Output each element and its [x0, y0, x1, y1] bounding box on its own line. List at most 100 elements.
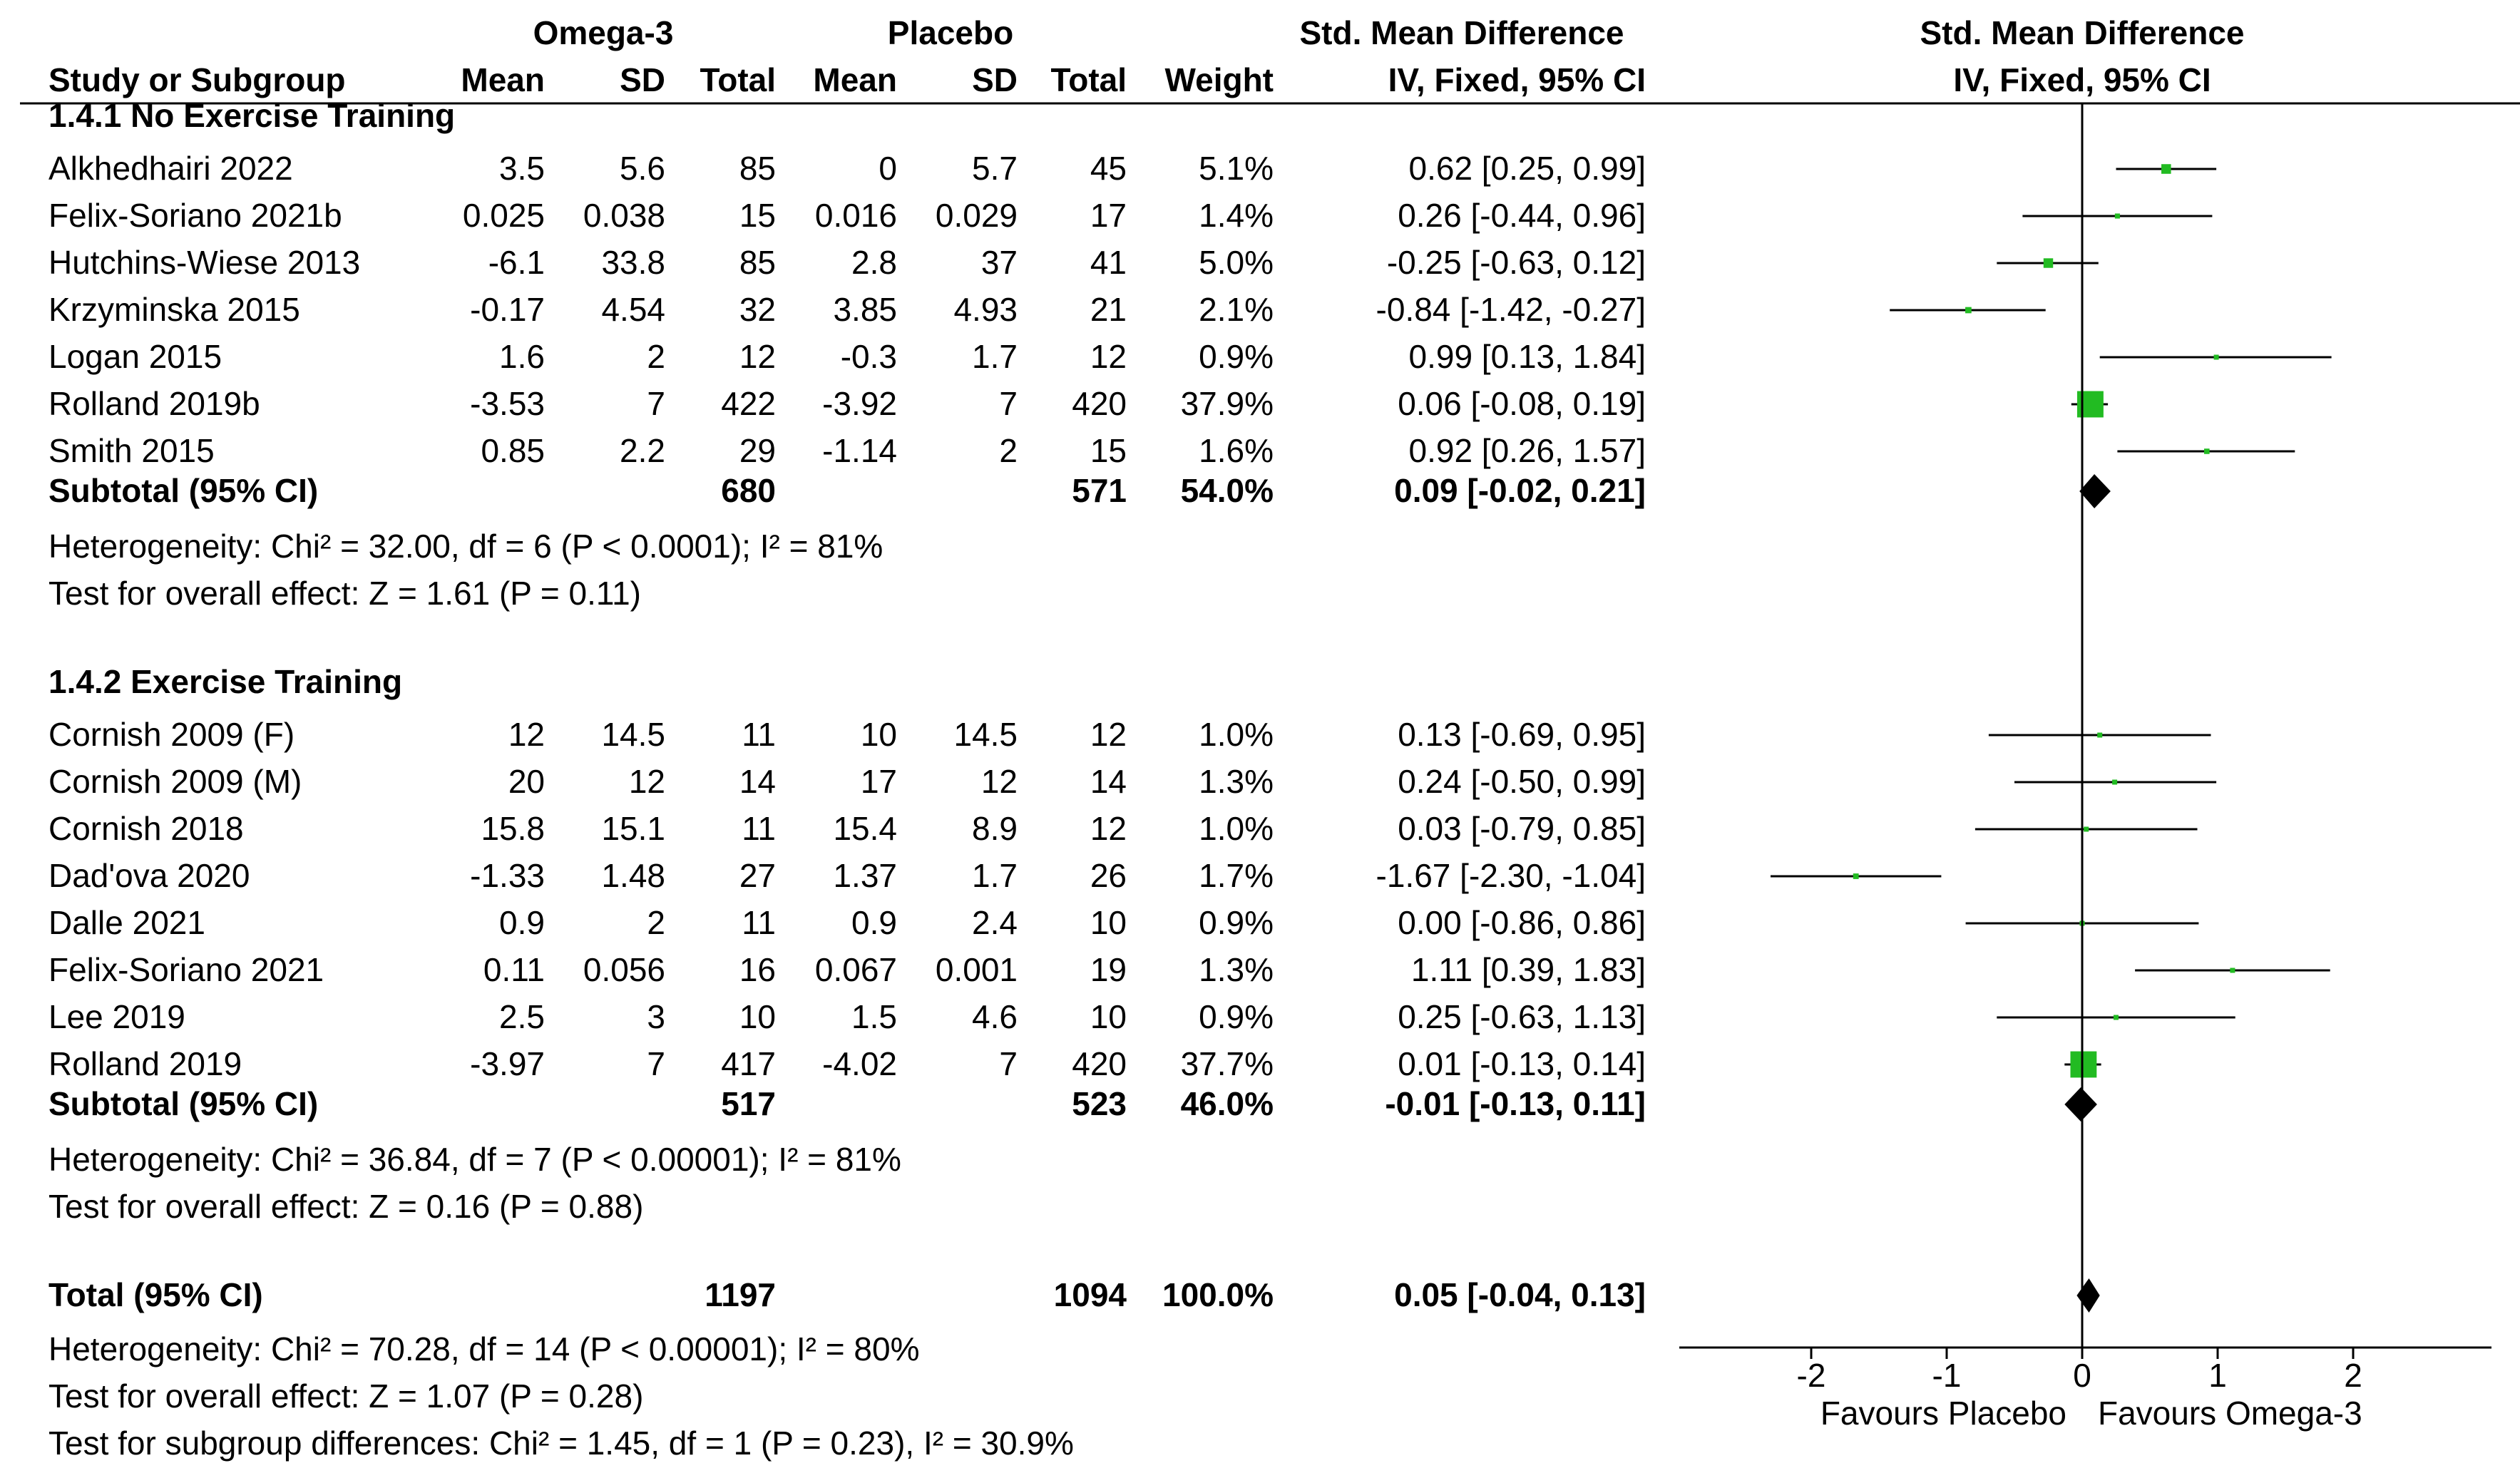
omega-sd: 4.54 — [601, 291, 665, 328]
study-marker — [2114, 213, 2120, 219]
omega-mean: 2.5 — [499, 998, 545, 1035]
study-weight: 1.0% — [1199, 716, 1274, 753]
omega-sd: 15.1 — [601, 810, 665, 847]
x-tick-label: 2 — [2344, 1357, 2362, 1394]
study-weight: 0.9% — [1199, 904, 1274, 941]
stat-note: Test for overall effect: Z = 0.16 (P = 0… — [48, 1188, 643, 1225]
study-name: Felix-Soriano 2021b — [48, 197, 342, 234]
col-method: IV, Fixed, 95% CI — [1388, 61, 1646, 98]
study-marker — [2114, 1015, 2119, 1020]
placebo-total: 15 — [1090, 432, 1127, 469]
study-name: Cornish 2018 — [48, 810, 244, 847]
omega-total: 85 — [739, 150, 776, 187]
omega-sd: 5.6 — [620, 150, 665, 187]
favours-right-label: Favours Omega-3 — [2098, 1395, 2362, 1432]
col-weight: Weight — [1165, 61, 1274, 98]
study-marker — [2076, 391, 2104, 418]
omega-total: 85 — [739, 244, 776, 281]
study-ci: 0.26 [-0.44, 0.96] — [1398, 197, 1646, 234]
placebo-mean: 15.4 — [833, 810, 897, 847]
col-total2: Total — [1051, 61, 1127, 98]
placebo-total: 19 — [1090, 951, 1127, 988]
placebo-mean: -4.02 — [822, 1045, 897, 1082]
subgroup-heading: 1.4.1 No Exercise Training — [48, 97, 455, 134]
study-ci: -0.25 [-0.63, 0.12] — [1387, 244, 1646, 281]
subtotal-placebo-total: 571 — [1072, 472, 1127, 509]
table-body: 1.4.1 No Exercise Training Alkhedhairi 20… — [48, 97, 1646, 1462]
subtotal-diamond — [2064, 1087, 2097, 1122]
study-name: Felix-Soriano 2021 — [48, 951, 324, 988]
placebo-total: 26 — [1090, 857, 1127, 894]
omega-sd: 2 — [647, 904, 665, 941]
study-ci: 0.00 [-0.86, 0.86] — [1398, 904, 1646, 941]
plot-area: -2 -1 0 1 2 Favours Placebo Favours Omega-3 — [1679, 103, 2491, 1432]
study-weight: 5.1% — [1199, 150, 1274, 187]
placebo-mean: -3.92 — [822, 385, 897, 422]
x-tick-label: -2 — [1797, 1357, 1826, 1394]
placebo-mean: 0 — [879, 150, 897, 187]
omega-mean: 12 — [508, 716, 545, 753]
study-name: Hutchins-Wiese 2013 — [48, 244, 360, 281]
placebo-sd: 14.5 — [953, 716, 1018, 753]
subtotal-ci: -0.01 [-0.13, 0.11] — [1385, 1085, 1646, 1122]
total-placebo-total: 1094 — [1054, 1276, 1127, 1313]
study-name: Alkhedhairi 2022 — [48, 150, 293, 187]
study-weight: 1.6% — [1199, 432, 1274, 469]
placebo-total: 12 — [1090, 338, 1127, 375]
study-ci: -0.84 [-1.42, -0.27] — [1376, 291, 1646, 328]
study-ci: 0.99 [0.13, 1.84] — [1409, 338, 1646, 375]
omega-sd: 33.8 — [601, 244, 665, 281]
stat-note: Heterogeneity: Chi² = 36.84, df = 7 (P <… — [48, 1141, 901, 1178]
placebo-total: 12 — [1090, 810, 1127, 847]
x-tick-label: 1 — [2208, 1357, 2227, 1394]
study-weight: 1.3% — [1199, 763, 1274, 800]
stat-note: Heterogeneity: Chi² = 32.00, df = 6 (P <… — [48, 528, 883, 565]
omega-total: 10 — [739, 998, 776, 1035]
subtotal-omega-total: 517 — [721, 1085, 776, 1122]
placebo-sd: 4.6 — [972, 998, 1018, 1035]
study-name: Logan 2015 — [48, 338, 222, 375]
omega-total: 29 — [739, 432, 776, 469]
study-weight: 1.7% — [1199, 857, 1274, 894]
omega-total: 11 — [742, 904, 776, 941]
study-ci: 0.01 [-0.13, 0.14] — [1398, 1045, 1646, 1082]
study-ci: 0.13 [-0.69, 0.95] — [1398, 716, 1646, 753]
plot-method: IV, Fixed, 95% CI — [1953, 61, 2211, 98]
placebo-sd: 1.7 — [972, 338, 1018, 375]
omega-total: 11 — [742, 716, 776, 753]
study-ci: -1.67 [-2.30, -1.04] — [1376, 857, 1646, 894]
study-marker — [2204, 448, 2210, 454]
omega-total: 16 — [739, 951, 776, 988]
placebo-sd: 7 — [999, 1045, 1018, 1082]
study-ci: 0.03 [-0.79, 0.85] — [1398, 810, 1646, 847]
subtotal-label: Subtotal (95% CI) — [48, 472, 318, 509]
placebo-sd: 37 — [981, 244, 1018, 281]
placebo-mean: -1.14 — [822, 432, 897, 469]
omega-sd: 7 — [647, 385, 665, 422]
subtotal-label: Subtotal (95% CI) — [48, 1085, 318, 1122]
group1-label: Omega-3 — [533, 14, 674, 51]
omega-sd: 3 — [647, 998, 665, 1035]
omega-total: 32 — [739, 291, 776, 328]
study-marker — [2112, 779, 2118, 785]
placebo-mean: -0.3 — [841, 338, 897, 375]
omega-mean: 1.6 — [499, 338, 545, 375]
study-marker — [2084, 826, 2089, 832]
table-header: Omega-3 Placebo Std. Mean Difference Std… — [48, 14, 2245, 98]
total-ci: 0.05 [-0.04, 0.13] — [1394, 1276, 1646, 1313]
study-ci: 0.62 [0.25, 0.99] — [1409, 150, 1646, 187]
omega-mean: -0.17 — [470, 291, 545, 328]
stat-note: Test for subgroup differences: Chi² = 1.… — [48, 1425, 1074, 1462]
subgroup-heading: 1.4.2 Exercise Training — [48, 663, 402, 700]
col-total1: Total — [700, 61, 776, 98]
study-marker — [2230, 968, 2235, 973]
study-ci: 0.92 [0.26, 1.57] — [1409, 432, 1646, 469]
total-omega-total: 1197 — [705, 1276, 776, 1313]
study-ci: 0.24 [-0.50, 0.99] — [1398, 763, 1646, 800]
placebo-sd: 12 — [981, 763, 1018, 800]
study-name: Dad'ova 2020 — [48, 857, 250, 894]
total-diamond — [2076, 1278, 2100, 1313]
omega-sd: 7 — [647, 1045, 665, 1082]
placebo-sd: 2.4 — [972, 904, 1018, 941]
